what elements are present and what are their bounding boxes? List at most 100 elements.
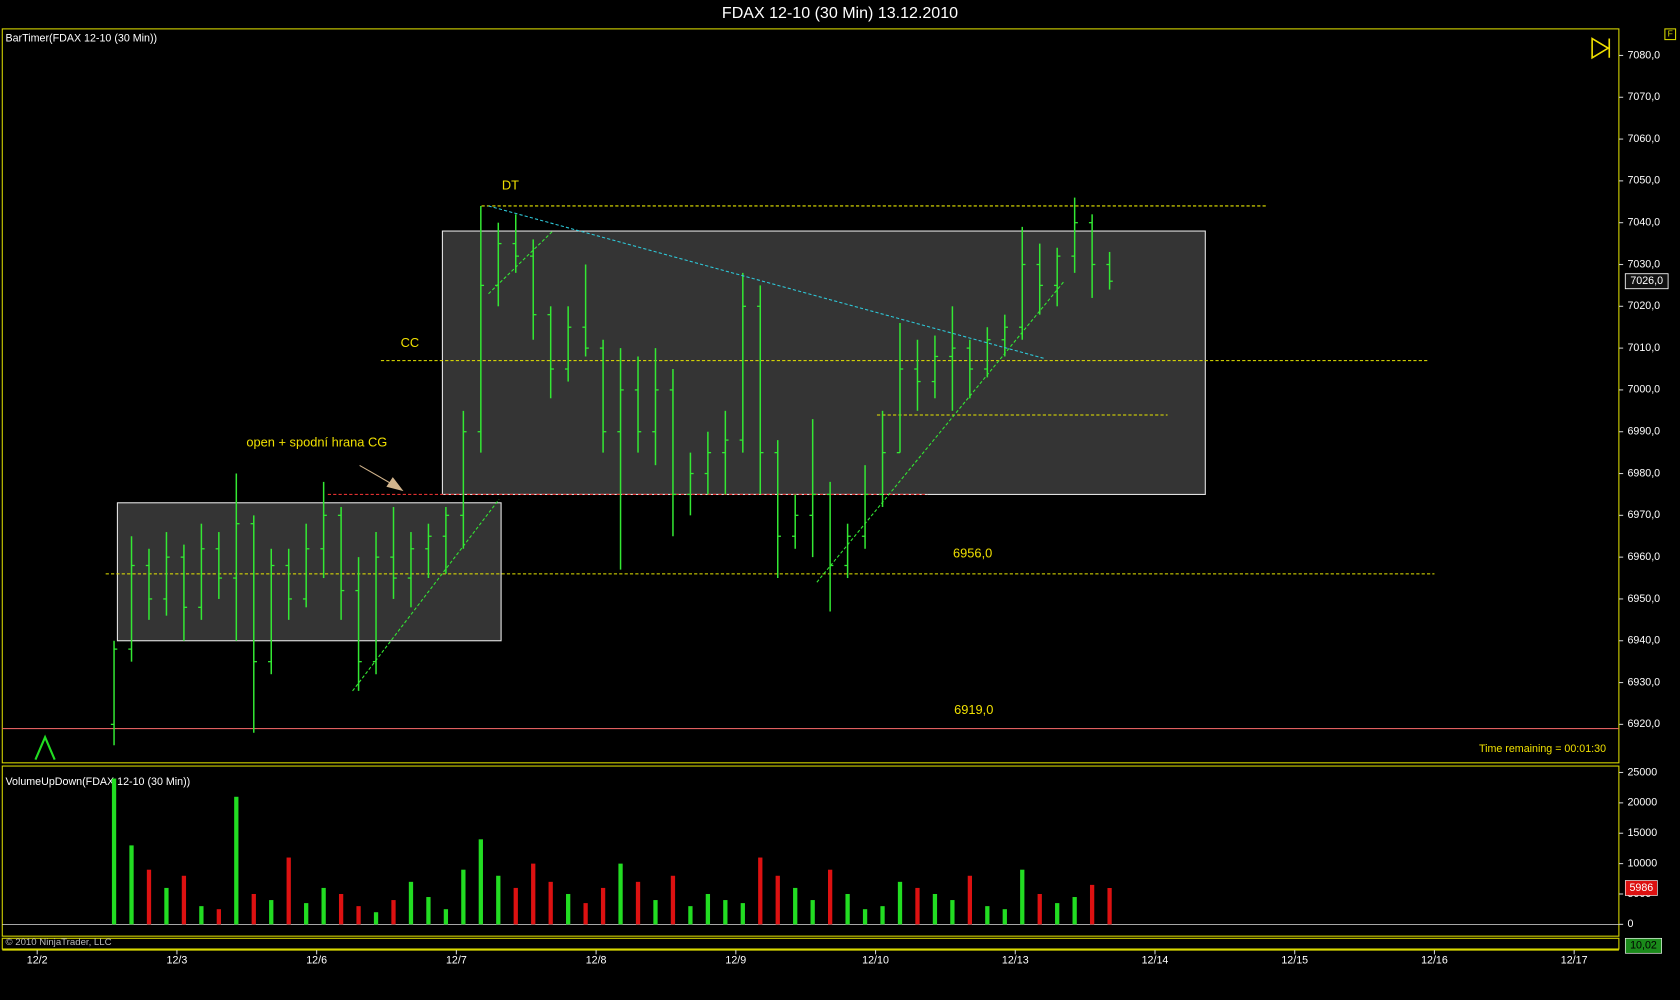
up-arrow-icon — [34, 734, 56, 761]
annotation: DT — [502, 178, 519, 193]
volume-bar — [566, 893, 571, 925]
volume-bar — [793, 887, 798, 925]
volume-bar — [1020, 869, 1025, 925]
y-tick-label: 6960,0 — [1627, 551, 1660, 563]
volume-bar — [1072, 897, 1077, 925]
y-tick-label: 6970,0 — [1627, 509, 1660, 521]
volume-bar — [513, 887, 518, 925]
volume-bar — [531, 863, 536, 925]
indicator-label: BarTimer(FDAX 12-10 (30 Min)) — [5, 32, 157, 44]
volume-bar — [234, 796, 239, 925]
indicator-label: VolumeUpDown(FDAX 12-10 (30 Min)) — [5, 776, 190, 788]
volume-bar — [897, 881, 903, 925]
y-tick-label: 10000 — [1627, 857, 1657, 869]
volume-bar — [164, 887, 169, 925]
annotation: 6956,0 — [953, 546, 992, 561]
y-tick-label: 7060,0 — [1627, 133, 1660, 145]
copyright: © 2010 NinjaTrader, LLC — [5, 937, 111, 948]
last-price-marker — [1624, 273, 1669, 290]
volume-bar — [1089, 884, 1095, 925]
volume-bar — [723, 900, 728, 925]
volume-bar — [304, 903, 309, 925]
volume-bar — [845, 893, 850, 925]
annotation: open + spodní hrana CG — [246, 434, 387, 449]
volume-bar — [600, 887, 606, 925]
volume-bar — [827, 869, 833, 925]
y-tick-label: 6980,0 — [1627, 467, 1660, 479]
y-tick-label: 6940,0 — [1627, 635, 1660, 647]
y-tick-label: 6920,0 — [1627, 718, 1660, 730]
y-tick-label: 6930,0 — [1627, 676, 1660, 688]
volume-bar — [199, 906, 204, 925]
volume-bar — [216, 909, 221, 925]
last-volume-marker — [1624, 880, 1658, 896]
x-tick-label: 12/15 — [1281, 955, 1308, 967]
volume-bar — [985, 906, 990, 925]
volume-bar — [426, 897, 431, 925]
volume-bar — [443, 909, 449, 925]
volume-bar — [321, 887, 326, 925]
x-tick-label: 12/6 — [306, 955, 327, 967]
price-panel-frame — [1, 28, 1620, 764]
volume-bar — [1107, 888, 1112, 925]
volume-bar — [705, 893, 711, 925]
format-button[interactable] — [1664, 28, 1677, 41]
volume-bar — [286, 857, 291, 925]
annotation-arrowhead — [386, 477, 404, 492]
x-tick-label: 12/14 — [1142, 955, 1169, 967]
y-tick-label: 6990,0 — [1627, 426, 1660, 438]
strip-panel-frame — [1, 937, 1620, 950]
volume-bar — [461, 869, 466, 925]
zone-box — [116, 502, 502, 642]
y-tick-label: 6950,0 — [1627, 593, 1660, 605]
format-button-label[interactable]: F — [1668, 29, 1673, 39]
volume-bar — [478, 839, 483, 925]
volume-bar — [251, 893, 256, 925]
volume-bar — [862, 909, 868, 925]
x-tick-label: 12/3 — [167, 955, 188, 967]
volume-bar — [129, 845, 134, 925]
volume-bar — [758, 857, 763, 925]
volume-bar — [111, 778, 117, 925]
volume-bar — [146, 869, 152, 925]
volume-bar — [356, 906, 361, 925]
x-tick-label: 12/7 — [446, 955, 467, 967]
zone-box — [441, 230, 1206, 495]
annotation: 6919,0 — [954, 702, 993, 717]
volume-bar — [653, 900, 658, 925]
y-tick-label: 0 — [1627, 918, 1633, 930]
volume-bar — [391, 900, 396, 925]
volume-bar — [932, 893, 938, 925]
x-tick-label: 12/8 — [586, 955, 607, 967]
volume-bar — [269, 900, 274, 925]
last-volume-label: 5986 — [1629, 882, 1653, 894]
y-tick-label: 7070,0 — [1627, 91, 1660, 103]
x-tick-label: 12/9 — [725, 955, 746, 967]
timer-text: Time remaining = 00:01:30 — [1479, 743, 1606, 755]
x-tick-label: 12/13 — [1002, 955, 1029, 967]
play-icon[interactable] — [1591, 37, 1611, 60]
volume-bar — [373, 912, 379, 925]
volume-bar — [1002, 909, 1007, 925]
x-tick-label: 12/17 — [1561, 955, 1588, 967]
y-tick-label: 7010,0 — [1627, 342, 1660, 354]
annotation-arrow — [359, 464, 396, 487]
volume-bar — [950, 900, 955, 925]
y-tick-label: 7040,0 — [1627, 217, 1660, 229]
volume-bar — [1037, 893, 1042, 925]
x-tick-label: 12/10 — [862, 955, 889, 967]
x-tick-label: 12/2 — [27, 955, 48, 967]
trend-line — [352, 499, 500, 692]
volume-bar — [967, 875, 973, 925]
y-tick-label: 7020,0 — [1627, 300, 1660, 312]
volume-bar — [408, 881, 414, 925]
y-tick-label: 7000,0 — [1627, 384, 1660, 396]
volume-panel-frame — [1, 765, 1620, 937]
volume-bar — [775, 875, 780, 925]
volume-bar — [181, 875, 187, 925]
trend-line — [816, 280, 1065, 583]
volume-bar — [583, 903, 588, 925]
y-tick-label: 7030,0 — [1627, 258, 1660, 270]
